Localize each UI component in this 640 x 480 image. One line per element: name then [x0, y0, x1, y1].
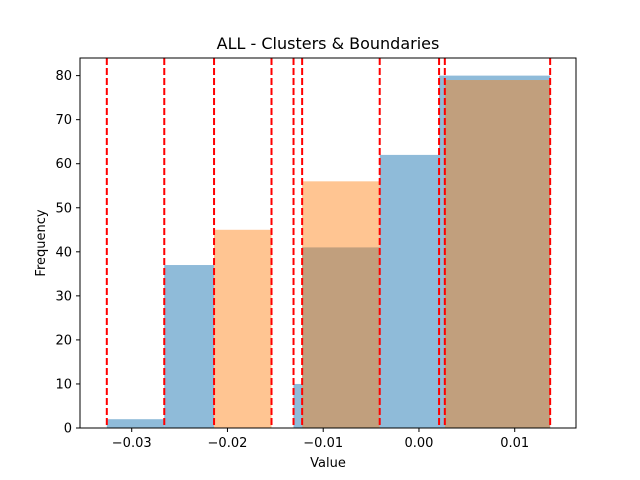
y-axis: 0 10 20 30 40 50 60 70 80 — [55, 69, 80, 437]
histogram-bar-s0-b4 — [379, 154, 440, 428]
plot-frame — [79, 57, 577, 429]
histogram-bar-s0-b0 — [106, 419, 165, 428]
x-axis: −0.03 −0.02 −0.01 0.00 0.01 — [112, 428, 529, 451]
histogram-bar-s1-b0 — [214, 229, 272, 428]
y-tick-label: 40 — [55, 245, 72, 260]
histogram-bar-s0-b2 — [293, 383, 303, 428]
x-tick-label: −0.03 — [112, 436, 152, 451]
x-tick-label: −0.02 — [208, 436, 248, 451]
x-tick-label: 0.01 — [500, 436, 529, 451]
histogram-bar-s1-b1 — [302, 181, 380, 428]
y-tick-label: 10 — [55, 377, 72, 392]
y-axis-label: Frequency — [34, 209, 49, 276]
histogram-bar-s1-b2 — [444, 80, 551, 429]
y-tick-label: 30 — [55, 289, 72, 304]
y-tick-label: 60 — [55, 157, 72, 172]
y-tick-label: 80 — [55, 69, 72, 84]
y-tick-label: 20 — [55, 333, 72, 348]
y-tick-label: 50 — [55, 201, 72, 216]
x-axis-label: Value — [310, 456, 346, 471]
histogram-bar-s0-b1 — [164, 265, 215, 428]
histogram-bar-s0-b5 — [439, 75, 551, 428]
x-tick-label: 0.00 — [404, 436, 433, 451]
chart-title: ALL - Clusters & Boundaries — [217, 34, 440, 53]
y-tick-label: 70 — [55, 113, 72, 128]
y-tick-label: 0 — [64, 422, 72, 437]
x-tick-label: −0.01 — [303, 436, 343, 451]
bars-layer — [106, 75, 551, 429]
boundary-layer — [105, 58, 552, 428]
histogram-bar-s0-b3 — [302, 247, 380, 428]
